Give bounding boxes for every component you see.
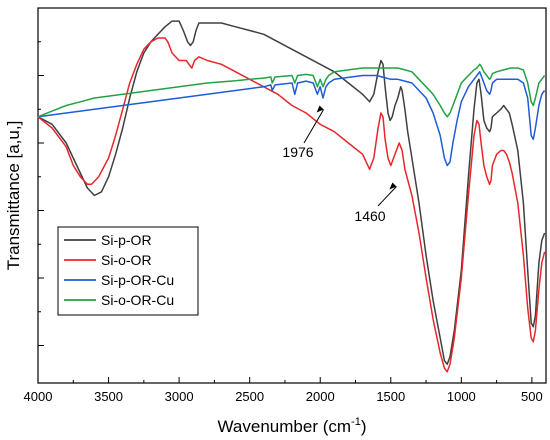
- legend-label-si-o-or: Si-o-OR: [101, 252, 152, 268]
- legend-label-si-o-or-cu: Si-o-OR-Cu: [101, 292, 174, 308]
- x-tick-label-2500: 2500: [235, 389, 264, 404]
- legend-label-si-p-or: Si-p-OR: [101, 232, 152, 248]
- annotation-1460-arrow-head: [389, 182, 397, 190]
- legend-label-si-p-or-cu: Si-p-OR-Cu: [101, 272, 174, 288]
- legend: Si-p-OR Si-o-OR Si-p-OR-Cu Si-o-OR-Cu: [57, 226, 199, 316]
- plot-frame: [37, 7, 547, 384]
- annotation-1976-arrow-line: [303, 109, 325, 144]
- annotation-layer: 1976 1460: [282, 105, 397, 224]
- axis-ticks: 4000 3500 3000 2500 2000 1500 1000 500: [24, 41, 543, 404]
- y-axis-title: Transmittance [a,u,]: [4, 121, 23, 271]
- x-axis-title-sup: -1: [351, 416, 361, 428]
- x-tick-label-4000: 4000: [24, 389, 53, 404]
- x-axis-title: Wavenumber (cm-1): [218, 416, 367, 436]
- x-tick-label-3000: 3000: [165, 389, 194, 404]
- x-tick-label-2000: 2000: [306, 389, 335, 404]
- series-line-si-p-or: [37, 20, 546, 366]
- x-axis-title-end: ): [361, 417, 367, 436]
- series-layer: [37, 20, 546, 373]
- series-line-si-p-or-cu: [37, 71, 546, 167]
- series-line-si-o-or: [37, 37, 546, 373]
- x-tick-label-1500: 1500: [376, 389, 405, 404]
- x-axis-title-main: Wavenumber (cm: [218, 417, 352, 436]
- x-tick-label-500: 500: [521, 389, 543, 404]
- series-line-si-o-or-cu: [37, 63, 546, 118]
- annotation-1460: 1460: [354, 208, 385, 224]
- annotation-1976: 1976: [282, 144, 313, 160]
- x-tick-label-1000: 1000: [447, 389, 476, 404]
- annotation-1460-arrow-line: [377, 186, 397, 207]
- annotation-1976-arrow-head: [316, 105, 324, 113]
- x-tick-label-3500: 3500: [94, 389, 123, 404]
